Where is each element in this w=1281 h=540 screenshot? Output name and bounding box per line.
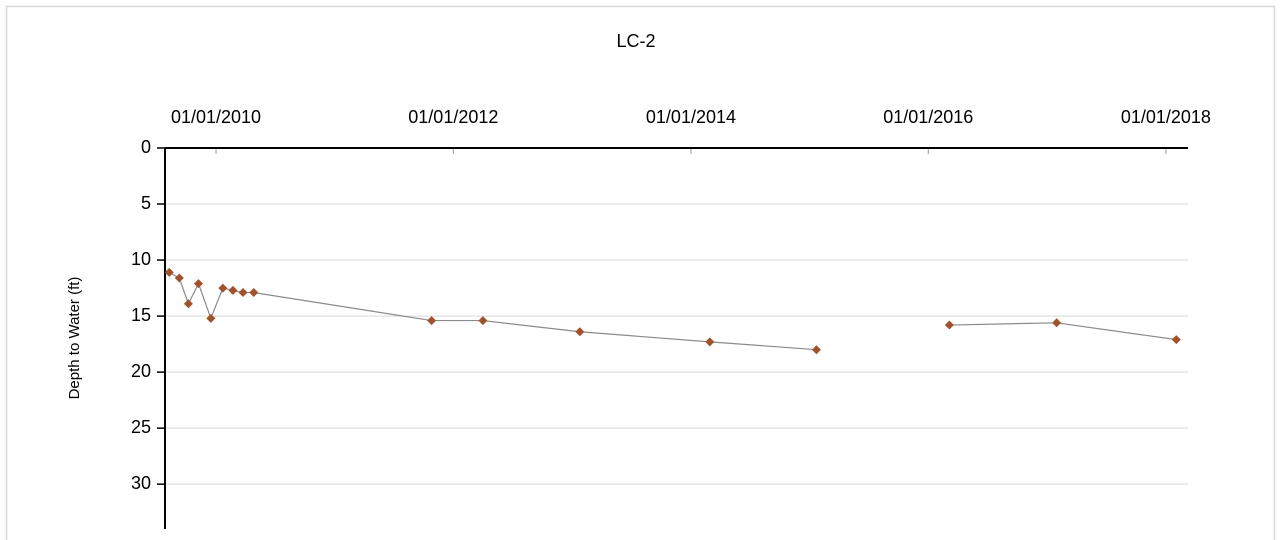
point: [944, 320, 954, 330]
y-tick-label: 10: [131, 249, 151, 269]
point: [249, 288, 259, 298]
line: [168, 271, 1177, 351]
point: [228, 285, 238, 295]
point: [238, 288, 248, 298]
point: [478, 316, 488, 326]
y-tick-label: 0: [141, 137, 151, 157]
point: [575, 327, 585, 337]
point: [427, 316, 437, 326]
point: [193, 279, 203, 289]
y-axis-label: Depth to Water (ft): [66, 277, 83, 400]
x-tick-label: 01/01/2016: [883, 107, 973, 127]
x-tick-label: 01/01/2018: [1121, 107, 1211, 127]
point: [174, 273, 184, 283]
point: [164, 267, 174, 277]
y-tick-label: 25: [131, 417, 151, 437]
frame: [5, 5, 1276, 540]
y-tick-label: 30: [131, 473, 151, 493]
point: [811, 345, 821, 355]
chart-title: LC-2: [616, 31, 655, 51]
y-tick-label: 5: [141, 193, 151, 213]
x-tick-label: 01/01/2010: [171, 107, 261, 127]
point: [1171, 335, 1181, 345]
x-tick-label: 01/01/2014: [646, 107, 736, 127]
y-tick-label: 15: [131, 305, 151, 325]
point: [183, 299, 193, 309]
point: [705, 337, 715, 347]
x-tick-label: 01/01/2012: [408, 107, 498, 127]
point: [218, 283, 228, 293]
point: [206, 313, 216, 323]
point: [1052, 318, 1062, 328]
y-tick-label: 20: [131, 361, 151, 381]
